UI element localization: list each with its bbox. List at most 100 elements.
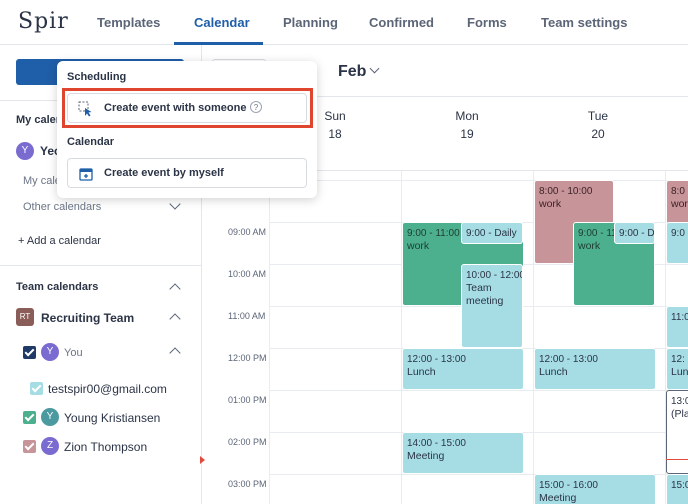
event-title: work	[407, 240, 430, 252]
user-name: Yeo	[40, 144, 62, 158]
event-time: 10:00 - 12:00	[466, 270, 523, 281]
event-block[interactable]: 12: Lunc	[666, 348, 688, 390]
my-calendar-item[interactable]: My cale	[23, 175, 61, 187]
avatar: Z	[41, 437, 59, 455]
divider	[0, 265, 202, 266]
event-time: 9:00 - Daily	[466, 228, 517, 239]
month-label: Feb	[338, 63, 367, 80]
grid-line	[270, 180, 688, 181]
event-title: (Pla	[671, 408, 688, 420]
add-calendar-link[interactable]: + Add a calendar	[18, 235, 101, 247]
current-time-marker	[200, 456, 205, 464]
event-title: Lunch	[539, 366, 568, 378]
team-badge: RT	[16, 308, 34, 326]
event-block[interactable]: 9:00 - D	[614, 222, 655, 244]
event-time: 9:00 - 11:00	[407, 228, 460, 239]
grid-line	[270, 474, 688, 475]
month-selector[interactable]: Feb	[338, 63, 366, 81]
tab-templates[interactable]: Templates	[97, 15, 161, 30]
create-event-menu: Scheduling Create event with someone ? C…	[57, 61, 317, 198]
chevron-down-icon[interactable]	[369, 63, 380, 74]
event-block[interactable]: 14:00 - 15:00 Meeting	[402, 432, 524, 474]
event-block[interactable]: 13:0 (Pla	[666, 390, 688, 474]
grid-line	[269, 171, 270, 504]
event-title: Lunch	[407, 366, 436, 378]
create-event-by-myself-item[interactable]: Create event by myself	[67, 158, 307, 188]
tab-calendar[interactable]: Calendar	[194, 15, 250, 30]
member-zion: Zion Thompson	[64, 440, 148, 454]
event-title: Meeting	[407, 450, 445, 462]
event-time: 14:00 - 15:00	[407, 438, 466, 449]
menu-section-scheduling: Scheduling	[67, 71, 127, 83]
checkbox-you[interactable]	[23, 346, 36, 359]
app-logo[interactable]: Spir	[18, 9, 69, 34]
day-name: Mon	[455, 109, 479, 123]
event-time: 12:	[671, 354, 685, 365]
grid-line	[270, 390, 688, 391]
event-block[interactable]: 9:00 - Daily	[461, 222, 523, 244]
event-block[interactable]: 12:00 - 13:00 Lunch	[402, 348, 524, 390]
event-time: 9:0	[671, 228, 685, 239]
event-time: 15:00 - 16:00	[539, 480, 598, 491]
create-with-someone-label: Create event with someone	[104, 102, 247, 114]
tab-team-settings[interactable]: Team settings	[541, 15, 628, 30]
tab-confirmed[interactable]: Confirmed	[369, 15, 434, 30]
create-event-with-someone-item[interactable]: Create event with someone ?	[67, 93, 307, 123]
day-number[interactable]: 19	[460, 127, 474, 141]
grid-line	[665, 171, 666, 504]
event-time: 9:00 - D	[619, 228, 655, 239]
day-number[interactable]: 18	[328, 127, 342, 141]
avatar: Y	[16, 142, 34, 160]
checkbox-young[interactable]	[23, 411, 36, 424]
event-block[interactable]: 9:0	[666, 222, 688, 264]
chevron-up-icon[interactable]	[169, 283, 181, 295]
grid-line	[533, 171, 534, 504]
menu-section-calendar: Calendar	[67, 136, 115, 148]
highlight-box	[62, 88, 313, 128]
event-time: 8:0	[671, 186, 685, 197]
event-block[interactable]: 11:0	[666, 306, 688, 348]
event-block[interactable]: 12:00 - 13:00 Lunch	[534, 348, 656, 390]
event-title: work	[671, 198, 688, 210]
calendar-add-icon	[79, 168, 93, 181]
checkbox-testspir[interactable]	[30, 382, 43, 395]
tab-forms[interactable]: Forms	[467, 15, 507, 30]
top-nav: Spir Templates Calendar Planning Confirm…	[0, 0, 688, 45]
chevron-up-icon[interactable]	[169, 313, 181, 325]
event-time: 9:00 - 11:00	[578, 228, 631, 239]
chevron-up-icon[interactable]	[169, 347, 181, 359]
time-label: 09:00 AM	[228, 227, 267, 237]
cursor-select-icon	[78, 101, 92, 117]
day-header-row: Sun 18 Mon 19 Tue 20	[202, 97, 688, 145]
create-by-myself-label: Create event by myself	[104, 167, 224, 179]
active-tab-indicator	[174, 42, 263, 45]
chevron-down-icon[interactable]	[169, 198, 181, 210]
event-time: 15:0	[671, 480, 688, 491]
day-number[interactable]: 20	[591, 127, 605, 141]
time-label: 03:00 PM	[228, 479, 267, 489]
grid-line	[401, 171, 402, 504]
other-calendars-toggle[interactable]: Other calendars	[23, 201, 102, 213]
event-block[interactable]: 15:0	[666, 474, 688, 504]
all-day-row[interactable]	[202, 145, 688, 171]
calendar-grid[interactable]: 09:00 AM 10:00 AM 11:00 AM 12:00 PM 01:0…	[202, 171, 688, 504]
event-title: Team meeting	[466, 282, 504, 307]
time-label: 01:00 PM	[228, 395, 267, 405]
avatar: Y	[41, 343, 59, 361]
event-title: work	[539, 198, 562, 210]
event-title: work	[578, 240, 601, 252]
event-block[interactable]: 10:00 - 12:00 Team meeting	[461, 264, 523, 348]
help-icon[interactable]: ?	[250, 101, 262, 113]
tab-planning[interactable]: Planning	[283, 15, 338, 30]
time-label: 02:00 PM	[228, 437, 267, 447]
event-time: 12:00 - 13:00	[539, 354, 598, 365]
team-name[interactable]: Recruiting Team	[41, 311, 135, 325]
checkbox-zion[interactable]	[23, 440, 36, 453]
time-label: 11:00 AM	[228, 311, 266, 321]
event-title: Lunc	[671, 366, 688, 378]
event-block[interactable]: 15:00 - 16:00 Meeting	[534, 474, 656, 504]
time-label: 12:00 PM	[228, 353, 267, 363]
event-time: 12:00 - 13:00	[407, 354, 466, 365]
team-calendars-heading: Team calendars	[16, 281, 99, 293]
avatar: Y	[41, 408, 59, 426]
